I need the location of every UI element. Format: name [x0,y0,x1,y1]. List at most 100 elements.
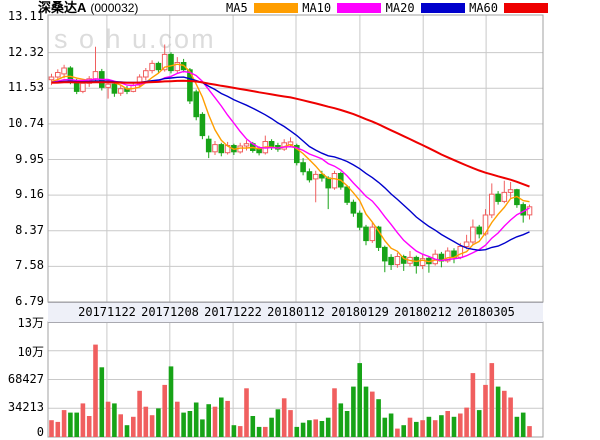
candle [306,168,313,183]
volume-bar [294,426,300,437]
volume-bar [124,425,130,437]
volume-bar [80,403,86,437]
volume-bar [432,420,438,437]
candle [394,252,401,268]
candle [463,234,470,250]
volume-bar [168,366,174,437]
volume-bar [131,416,136,437]
volume-tick-label: 34213 [7,400,44,414]
candle [331,170,338,190]
volume-bar [112,403,117,437]
legend-item-ma10: MA10 [302,0,382,15]
legend-label: MA10 [302,0,332,15]
volume-bar [86,416,92,437]
volume-bar [156,408,161,437]
volume-bar [307,420,312,437]
price-tick-label: 10.74 [7,116,44,130]
price-tick-label: 9.16 [15,187,44,201]
candle [55,69,61,81]
candle [168,52,174,74]
volume-bar [300,422,306,437]
volume-bar [181,412,186,437]
legend-item-ma60: MA60 [469,1,548,15]
volume-bar [225,400,230,437]
legend-swatch [420,2,465,13]
volume-bar [407,417,413,437]
volume-bar [520,412,526,437]
volume-bar [74,412,79,437]
volume-bar [439,415,444,437]
volume-bar [464,407,469,437]
candle [419,254,426,270]
legend-label: MA60 [469,0,498,15]
candle [388,254,394,270]
volume-bar [93,344,98,437]
volume-bar [325,417,331,437]
candle [407,251,413,267]
volume-bar [470,373,476,437]
volume-bar [244,388,249,437]
volume-bar [420,420,425,437]
volume-bar [118,414,123,437]
volume-tick-label: 68427 [7,372,44,386]
volume-bar [458,413,463,437]
candle [174,57,181,74]
volume-tick-label: 10万 [17,345,44,359]
date-axis-strip [48,302,543,323]
volume-bar [332,388,337,437]
volume-bar [61,410,67,437]
candle [432,249,438,266]
candle [312,170,319,203]
candle [356,210,363,231]
candle [193,89,199,121]
volume-bar [451,416,457,437]
volume-bar [281,398,287,437]
volume-bar [338,403,344,437]
volume-bar [193,402,199,437]
legend-item-ma5: MA5 [226,1,298,15]
price-tick-label: 11.53 [7,80,44,94]
price-tick-label: 8.37 [15,223,44,237]
candle [495,191,501,205]
volume-bar [175,401,180,437]
volume-bar [200,419,205,437]
candle [281,139,287,151]
ma-legend: MA5 MA10 MA20 MA60 [226,0,548,15]
volume-bar [206,404,211,437]
volume-bar [263,426,268,437]
volume-bar [313,419,318,437]
candle [470,219,476,245]
volume-bar [351,386,356,437]
date-tick-label: 20180112 [267,305,325,319]
volume-bar [527,426,532,437]
date-tick-label: 20171222 [204,305,262,319]
price-tick-label: 6.79 [15,294,44,308]
legend-label: MA20 [385,0,415,15]
volume-bar [137,390,142,437]
candle [294,143,300,166]
date-tick-label: 20180129 [331,305,389,319]
candle [413,255,420,274]
candle [426,256,432,273]
volume-bar [319,421,325,437]
volume-bar [68,412,73,437]
volume-bar [162,384,167,437]
volume-bar [376,399,381,437]
date-tick-label: 20171208 [141,305,199,319]
sohu-watermark: s o h u.com [54,24,216,54]
candle [161,44,168,72]
volume-bar [508,397,513,437]
candle [136,74,143,88]
candle [501,180,508,204]
volume-bar [105,401,111,437]
volume-bar [49,420,54,437]
date-tick-label: 20180212 [394,305,452,319]
candle [187,68,193,104]
legend-item-ma20: MA20 [386,1,465,15]
volume-bar [99,367,105,437]
volume-bar [143,406,149,437]
volume-bar [237,426,243,437]
volume-bar [275,409,281,437]
candle [155,61,162,73]
